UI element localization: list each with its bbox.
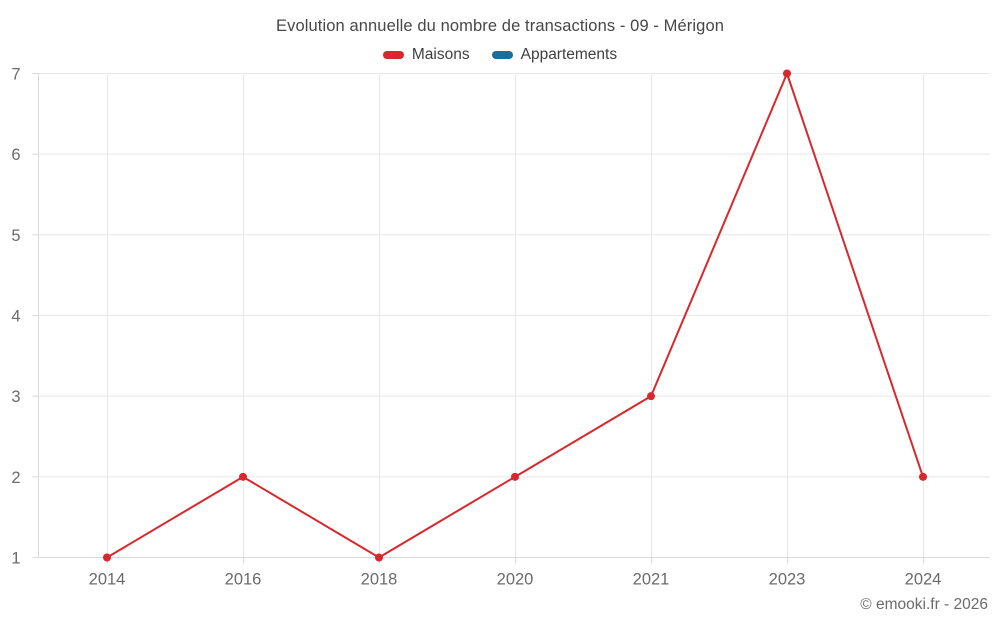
svg-text:5: 5 bbox=[11, 227, 20, 245]
svg-text:2021: 2021 bbox=[633, 571, 670, 589]
legend-label-appartements: Appartements bbox=[520, 46, 618, 63]
legend-item-appartements[interactable]: Appartements bbox=[491, 46, 618, 64]
svg-text:7: 7 bbox=[11, 66, 20, 84]
maisons-swatch-icon bbox=[382, 51, 404, 59]
svg-text:2023: 2023 bbox=[769, 571, 806, 589]
svg-text:6: 6 bbox=[11, 146, 20, 164]
svg-text:2018: 2018 bbox=[361, 571, 398, 589]
legend-item-maisons[interactable]: Maisons bbox=[382, 46, 470, 64]
copyright-footer: © emooki.fr - 2026 bbox=[860, 596, 988, 613]
legend-label-maisons: Maisons bbox=[411, 46, 470, 63]
appartements-swatch-icon bbox=[491, 51, 513, 59]
svg-text:3: 3 bbox=[11, 388, 20, 406]
svg-text:2020: 2020 bbox=[497, 571, 534, 589]
legend: Maisons Appartements bbox=[0, 46, 1000, 64]
page-title: Evolution annuelle du nombre de transact… bbox=[276, 17, 724, 35]
svg-text:4: 4 bbox=[11, 308, 20, 326]
svg-text:2: 2 bbox=[11, 469, 20, 487]
svg-text:1: 1 bbox=[11, 550, 20, 568]
svg-text:2024: 2024 bbox=[905, 571, 942, 589]
svg-text:2016: 2016 bbox=[225, 571, 262, 589]
svg-text:2014: 2014 bbox=[89, 571, 126, 589]
